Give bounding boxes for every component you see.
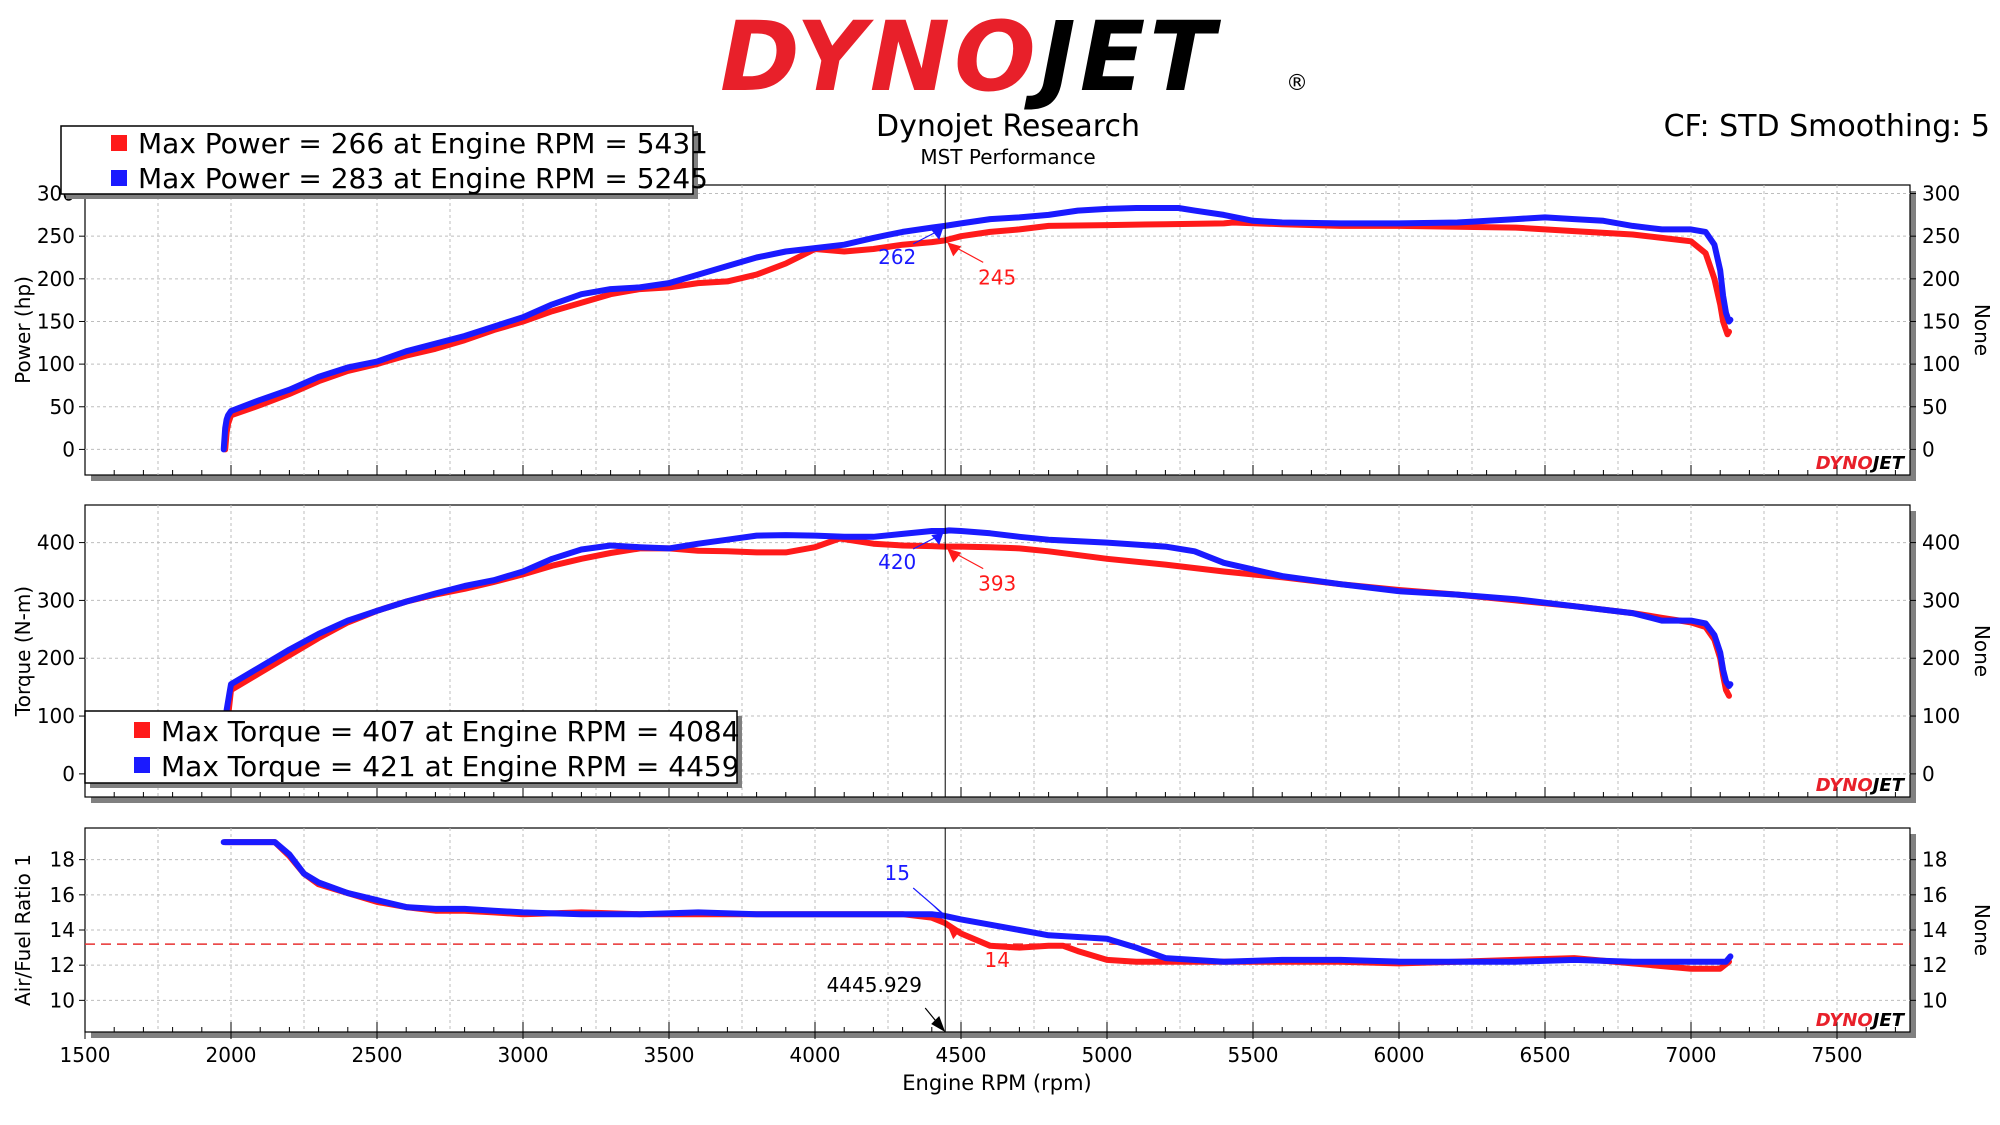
y-axis-label-right: None [1970, 904, 1994, 956]
y-tick-label-right: 0 [1922, 762, 1935, 786]
x-tick-label: 5000 [1082, 1043, 1133, 1067]
y-tick-label-left: 18 [50, 848, 75, 872]
y-tick-label-left: 0 [62, 762, 75, 786]
dynojet-watermark: DYNOJET [1816, 453, 1906, 474]
legend-swatch-red [111, 135, 127, 151]
registered-mark: ® [1286, 71, 1308, 96]
y-tick-label-right: 16 [1922, 883, 1947, 907]
y-axis-label: Power (hp) [11, 276, 35, 384]
y-tick-label-left: 12 [50, 953, 75, 977]
legend-swatch-blue [111, 170, 127, 186]
power-legend-run2: Max Power = 283 at Engine RPM = 5245 [138, 162, 708, 195]
y-tick-label-right: 50 [1922, 395, 1947, 419]
y-tick-label-right: 250 [1922, 224, 1960, 248]
y-tick-label-left: 0 [62, 437, 75, 461]
y-tick-label-right: 200 [1922, 646, 1960, 670]
y-tick-label-right: 100 [1922, 704, 1960, 728]
x-tick-label: 3500 [644, 1043, 695, 1067]
x-tick-label: 4000 [790, 1043, 841, 1067]
torque-legend-run2: Max Torque = 421 at Engine RPM = 4459 [161, 750, 740, 783]
legend-swatch-red [134, 722, 150, 738]
y-tick-label-right: 300 [1922, 588, 1960, 612]
y-tick-label-left: 200 [37, 267, 75, 291]
logo-text-red: DYNO [720, 1, 1040, 113]
cursor-value-label: 420 [878, 550, 916, 574]
y-tick-label-right: 300 [1922, 182, 1960, 206]
x-axis-label: Engine RPM (rpm) [902, 1071, 1092, 1095]
x-tick-label: 4500 [936, 1043, 987, 1067]
annotation-arrow-head [931, 903, 944, 914]
dynojet-watermark: DYNOJET [1816, 1010, 1906, 1031]
y-tick-label-left: 200 [37, 646, 75, 670]
y-tick-label-left: 100 [37, 704, 75, 728]
x-tick-label: 1500 [60, 1043, 111, 1067]
annotation-arrow-head [947, 925, 962, 940]
cursor-value-label: 245 [978, 265, 1016, 289]
x-tick-label: 7500 [1812, 1043, 1863, 1067]
y-tick-label-left: 400 [37, 531, 75, 555]
legend-swatch-blue [134, 757, 150, 773]
y-axis-label: Torque (N-m) [11, 586, 35, 717]
torque-series-run2 [223, 527, 1734, 714]
torque-legend: Max Torque = 407 at Engine RPM = 4084 Ma… [84, 710, 742, 788]
annotation-arrow-head [931, 227, 944, 240]
x-tick-label: 3000 [498, 1043, 549, 1067]
annotation-arrow-head [931, 532, 944, 545]
y-tick-label-left: 100 [37, 352, 75, 376]
chart-title: Dynojet Research [876, 109, 1140, 144]
y-axis-label: Air/Fuel Ratio 1 [11, 854, 35, 1006]
y-tick-label-right: 100 [1922, 352, 1960, 376]
afr-series-run2 [220, 839, 1734, 965]
y-tick-label-right: 14 [1922, 918, 1947, 942]
y-tick-label-right: 0 [1922, 437, 1935, 461]
power-legend-box [60, 125, 694, 195]
y-tick-label-left: 300 [37, 588, 75, 612]
power-series-run1 [222, 219, 1732, 453]
y-tick-label-left: 50 [50, 395, 75, 419]
annotation-leader [912, 887, 943, 914]
y-tick-label-left: 10 [50, 988, 75, 1012]
annotation-arrow-head [947, 242, 962, 257]
cursor-value-label: 15 [884, 861, 909, 885]
y-axis-label-right: None [1970, 304, 1994, 356]
x-tick-label: 5500 [1228, 1043, 1279, 1067]
y-tick-label-right: 18 [1922, 848, 1947, 872]
x-tick-label: 6000 [1374, 1043, 1425, 1067]
dynojet-watermark: DYNOJET [1816, 775, 1906, 796]
power-legend-run1: Max Power = 266 at Engine RPM = 5431 [138, 127, 708, 160]
y-tick-label-left: 14 [50, 918, 75, 942]
settings-text: CF: STD Smoothing: 5 [1664, 109, 1990, 144]
y-tick-label-right: 150 [1922, 309, 1960, 333]
chart-subtitle: MST Performance [920, 145, 1095, 169]
torque-legend-run1: Max Torque = 407 at Engine RPM = 4084 [161, 715, 740, 748]
y-tick-label-left: 150 [37, 309, 75, 333]
cursor-value-label: 262 [878, 245, 916, 269]
annotation-arrow-head [947, 548, 962, 563]
dynojet-logo: DYNO JET ® [720, 1, 1308, 113]
y-tick-label-left: 250 [37, 224, 75, 248]
y-tick-label-left: 16 [50, 883, 75, 907]
y-tick-label-right: 10 [1922, 988, 1947, 1012]
cursor-rpm-readout: 4445.929 [827, 973, 922, 997]
x-tick-label: 2500 [352, 1043, 403, 1067]
x-tick-label: 7000 [1666, 1043, 1717, 1067]
x-tick-label: 6500 [1520, 1043, 1571, 1067]
y-axis-label-right: None [1970, 625, 1994, 677]
torque-legend-box [84, 710, 738, 784]
x-tick-label: 2000 [206, 1043, 257, 1067]
logo-text-black: JET [1024, 1, 1221, 113]
cursor-value-label: 14 [984, 948, 1009, 972]
power-legend: Max Power = 266 at Engine RPM = 5431 Max… [60, 125, 708, 199]
cursor-arrow-head [931, 1016, 946, 1032]
y-tick-label-right: 200 [1922, 267, 1960, 291]
y-tick-label-right: 12 [1922, 953, 1947, 977]
y-tick-label-right: 400 [1922, 531, 1960, 555]
cursor-value-label: 393 [978, 572, 1016, 596]
